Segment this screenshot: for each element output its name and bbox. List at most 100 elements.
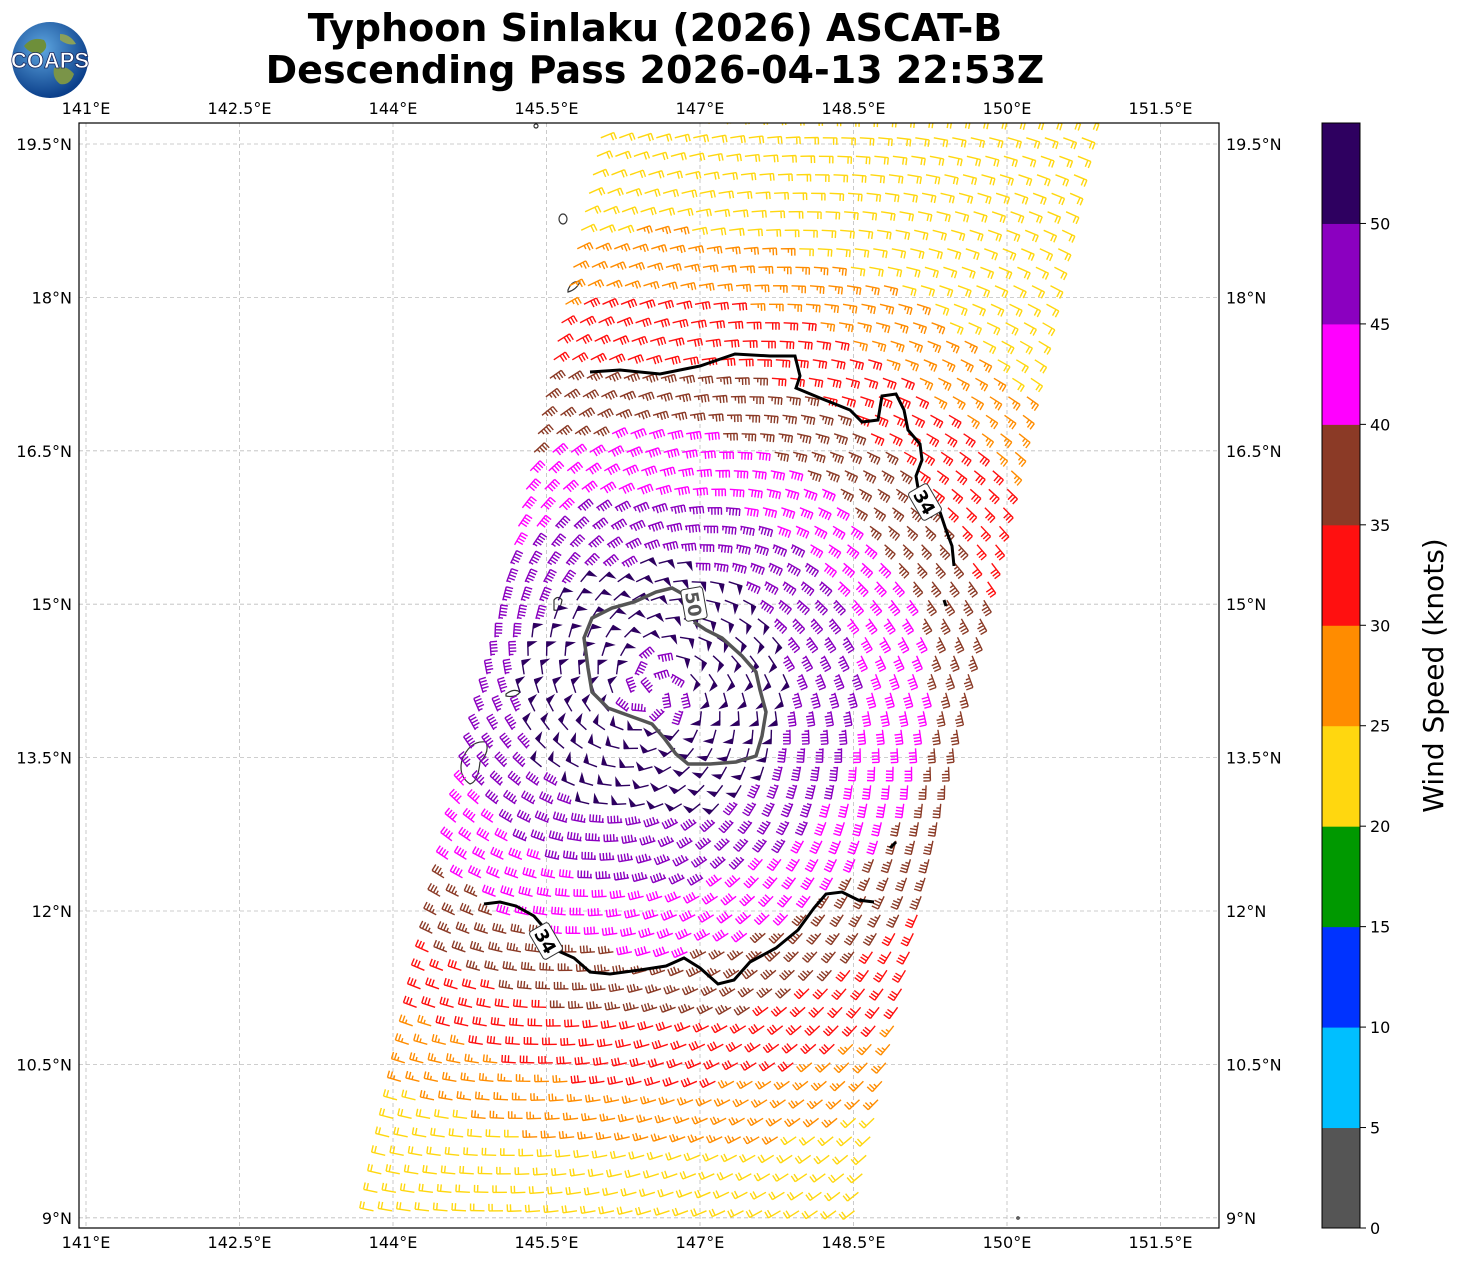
wind-barb [684,263,701,272]
wind-barb [781,1043,798,1054]
wind-barb [476,997,491,1008]
wind-barb-pennant [709,719,721,726]
wind-barb [395,1201,411,1212]
wind-barb [567,1000,584,1009]
wind-barb [522,1130,538,1138]
wind-barb [818,123,824,127]
wind-barb [607,679,614,694]
wind-barb [965,507,978,523]
wind-barb [1047,211,1062,224]
wind-barb [722,801,738,816]
wind-barb [840,488,855,503]
wind-barb [758,766,765,781]
wind-barb [769,303,784,312]
wind-barb [616,784,631,787]
wind-barb [628,1151,645,1160]
wind-barb [695,1097,712,1107]
wind-barb [918,859,930,874]
wind-barb [671,710,684,726]
wind-barb [940,618,951,636]
wind-barb-pennant [559,658,570,667]
wind-barb [940,451,954,467]
wind-barb [884,192,900,203]
wind-barb [874,414,889,428]
wind-barb [777,748,787,763]
wind-barb [639,1096,657,1105]
wind-barb [507,1111,523,1119]
wind-barb [790,1173,808,1183]
wind-barb [717,1079,735,1089]
wind-barb [947,507,959,523]
wind-barb [430,1127,445,1138]
wind-barb [579,315,597,326]
wind-barb [1002,507,1014,524]
wind-barb [645,890,663,902]
wind-barb [661,281,678,290]
wind-barb [726,153,742,162]
wind-barb [694,655,707,664]
wind-barb [814,525,828,540]
wind-barb [724,599,739,607]
wind-barb [772,912,789,926]
wind-barb [838,322,854,333]
wind-barb [734,911,752,925]
wind-barb [820,322,836,332]
wind-barb [838,729,848,746]
wind-barb [603,1095,620,1104]
wind-barb [405,1070,420,1082]
wind-barb [975,377,989,392]
wind-barb [597,945,614,955]
wind-barb [820,951,836,964]
wind-barb [762,247,778,256]
wind-barb [747,784,761,799]
wind-barb [591,260,609,270]
wind-barb [614,500,632,513]
wind-barb [595,871,611,880]
wind-barb [866,840,879,855]
wind-barb [768,1191,785,1201]
wind-barb [583,1187,600,1196]
contour-34kt-south [483,840,898,986]
wind-barb [735,283,752,292]
wind-barb [816,969,832,982]
wind-barb [561,315,578,326]
wind-barb [970,137,986,148]
wind-barb [790,377,805,387]
wind-barb [544,478,561,492]
wind-barb [733,1005,750,1016]
wind-barb [705,338,722,348]
wind-barb [529,460,546,474]
wind-barb [647,1058,665,1068]
wind-barb [856,655,868,673]
wind-barb [638,927,655,939]
wind-barb [517,732,530,749]
wind-barb [944,599,956,617]
wind-barb [821,229,837,239]
wind-barb [612,803,627,806]
wind-barb [660,909,677,921]
wind-barb [778,599,792,615]
wind-barb [617,853,634,863]
wind-barb [696,1004,713,1015]
wind-barb [498,604,508,619]
wind-barb [891,248,907,259]
wind-barb [363,1182,378,1193]
wind-barb [807,211,822,220]
wind-barb [764,581,779,596]
wind-barb [813,1154,830,1165]
wind-barb [583,761,598,768]
wind-barb [832,525,846,540]
lon-tick-label-top: 144°E [369,99,418,118]
wind-barb [762,876,778,890]
colorbar-swatch [1322,826,1360,928]
wind-barb [795,525,810,539]
wind-barb [908,340,924,353]
wind-barb [1077,155,1092,169]
wind-barb [821,1117,838,1128]
wind-barb [822,137,838,145]
wind-barb [985,414,999,430]
wind-barb [414,1202,430,1212]
wind-barb [615,696,630,712]
wind-barb [964,123,971,130]
wind-barb [540,868,556,879]
